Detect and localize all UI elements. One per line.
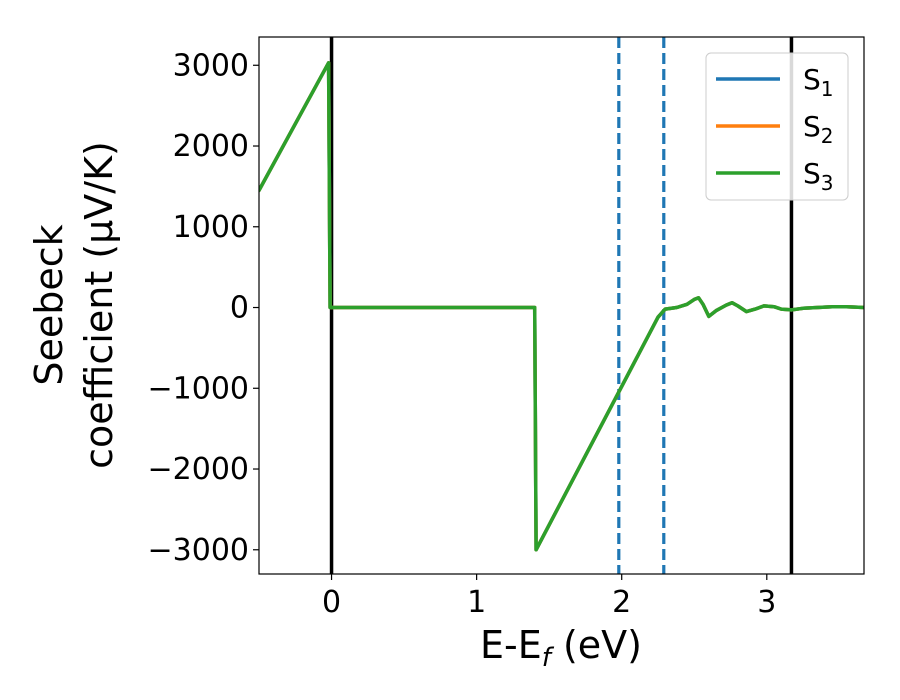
y-axis-title-line1: Seebeck (27, 224, 71, 385)
y-tick-label: 3000 (173, 48, 249, 83)
y-axis: −3000 −2000 −1000 0 1000 2000 3000 (148, 48, 259, 568)
x-tick-label: 1 (467, 585, 486, 620)
x-tick-label: 0 (322, 585, 341, 620)
legend: S1 S2 S3 (705, 52, 849, 201)
y-tick-label: 0 (230, 291, 249, 326)
legend-label-2: S2 (803, 110, 834, 148)
x-tick-label: 2 (612, 585, 631, 620)
series-lines (259, 61, 864, 552)
x-axis-title: E-Ef (eV) (480, 623, 642, 673)
series-line-3 (259, 61, 864, 552)
x-tick-label: 3 (757, 585, 776, 620)
y-tick-label: 2000 (173, 129, 249, 164)
legend-label-3: S3 (803, 157, 834, 195)
y-tick-label: −3000 (148, 533, 249, 568)
y-tick-label: −1000 (148, 371, 249, 406)
legend-label-1: S1 (803, 63, 834, 101)
y-tick-label: 1000 (173, 210, 249, 245)
y-tick-label: −2000 (148, 452, 249, 487)
plot-frame (258, 36, 865, 575)
x-axis: 0 1 2 3 (322, 574, 776, 620)
y-axis-title: Seebeck coefficient (μV/K) (27, 141, 121, 469)
y-axis-title-line2: coefficient (μV/K) (77, 141, 121, 469)
